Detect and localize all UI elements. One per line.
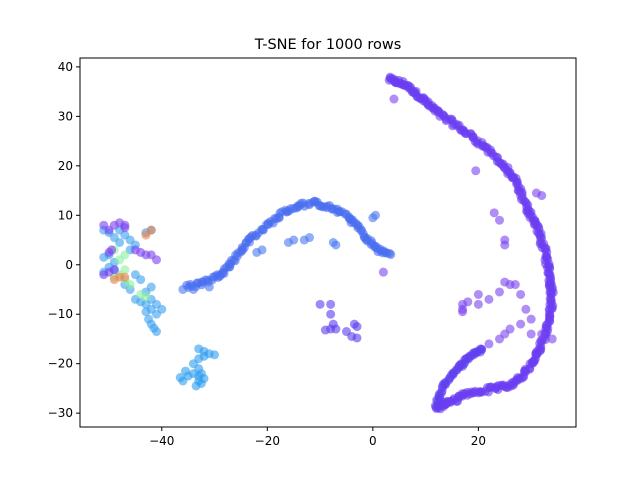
scatter-point [178,284,188,294]
scatter-point [547,334,557,344]
scatter-point [326,299,336,309]
y-tick-label: 30 [58,109,73,123]
scatter-point [109,275,119,285]
scatter-point [500,240,510,250]
scatter-point [141,230,151,240]
scatter-point [378,267,388,277]
y-tick-label: −20 [48,357,73,371]
y-tick-label: 20 [58,159,73,173]
scatter-point [494,287,504,297]
scatter-point [136,275,146,285]
scatter-point [283,238,293,247]
scatter-point [463,297,473,307]
plot-frame [79,57,577,428]
scatter-point [349,319,359,329]
scatter-point [104,267,114,277]
scatter-point [320,325,330,335]
x-tick-label: 0 [369,434,377,448]
scatter-point [328,238,338,247]
scatter-point [352,333,362,343]
scatter-point [516,319,526,329]
scatter-point [526,329,536,339]
scatter-point [252,247,262,257]
scatter-point [210,350,220,360]
scatter-point [516,289,526,299]
scatter-point [537,329,547,339]
axes-layer: −40 −20 0 20 −30 −20 −10 0 10 20 30 40 [48,60,486,448]
scatter-point [386,250,396,260]
scatter-point [521,304,531,314]
scatter-point [175,373,185,383]
scatter-point [516,191,526,201]
scatter-point [199,346,209,356]
scatter-point [181,366,191,376]
scatter-point [473,289,483,299]
scatter-point [494,334,504,344]
scatter-point [120,265,130,275]
scatter-point [125,280,135,290]
scatter-point [130,245,140,255]
y-tick-label: 0 [65,258,73,272]
scatter-point [484,294,494,304]
scatter-point [500,277,510,287]
scatter-point [204,282,214,292]
y-tick-label: −10 [48,307,73,321]
scatter-point [104,247,114,257]
points-layer [99,72,558,414]
scatter-point [471,166,481,176]
x-tick-label: −40 [149,434,174,448]
scatter-point [526,314,536,324]
scatter-point [141,292,151,302]
scatter-point [473,299,483,309]
scatter-point [152,327,162,337]
scatter-point [494,215,504,225]
scatter-point [191,381,201,391]
scatter-point [531,188,541,198]
scatter-point [370,210,380,220]
scatter-point [389,94,399,104]
scatter-point [144,314,154,324]
scatter-point [188,284,198,294]
x-tick-label: 20 [471,434,486,448]
scatter-point [120,223,130,233]
scatter-point [484,339,494,349]
scatter-point [489,208,499,218]
x-tick-label: −20 [255,434,280,448]
scatter-point [510,280,520,290]
y-tick-label: −30 [48,406,73,420]
scatter-point [115,238,125,247]
scatter-point [152,255,162,265]
scatter-point [115,255,125,265]
scatter-point [99,220,109,230]
scatter-point [305,233,315,243]
scatter-point [331,324,341,334]
y-tick-label: 40 [58,60,73,74]
scatter-point [120,272,130,282]
scatter-point [326,309,336,319]
y-tick-label: 10 [58,208,73,222]
scatter-point [315,299,325,309]
scatter-point [141,307,151,317]
scatter-point [458,304,468,314]
chart-title: T-SNE for 1000 rows [254,37,402,53]
scatter-point [477,344,487,354]
